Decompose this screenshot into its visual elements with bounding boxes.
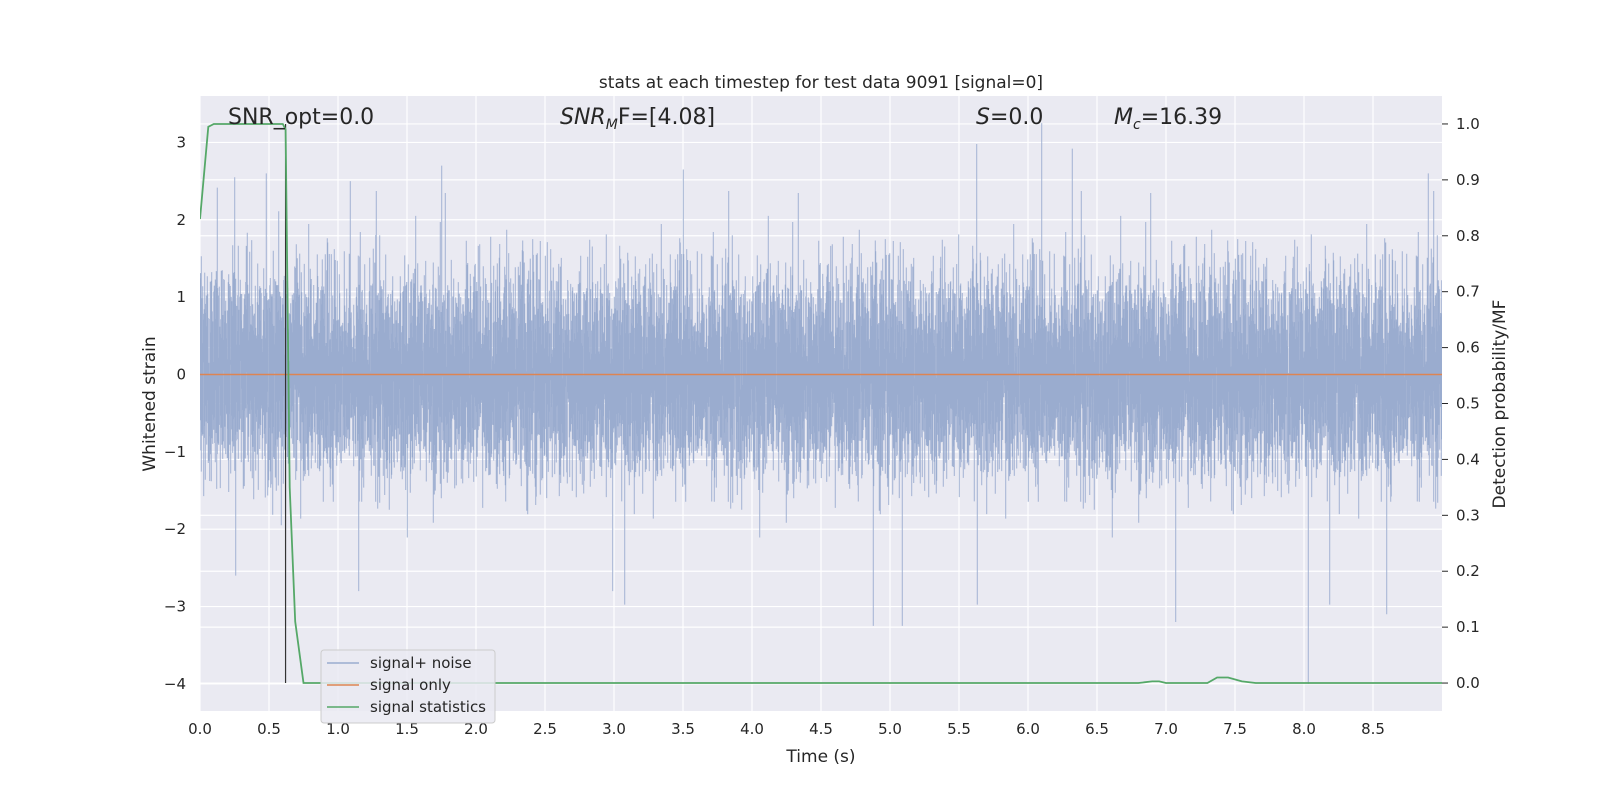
x-tick-label: 4.5 [809,720,833,738]
signal-noise-trace [200,123,1442,684]
x-tick-label: 7.5 [1223,720,1247,738]
y-axis-label: Whitened strain [140,336,160,471]
y-tick-label: 2 [176,211,186,229]
x-tick-label: 7.0 [1154,720,1178,738]
x-tick-label: 3.5 [671,720,695,738]
y-tick-label: 3 [176,133,186,151]
annotation-mc-subscript: c [1133,117,1141,133]
annotation-s-symbol: S [976,105,990,130]
x-tick-label: 3.0 [602,720,626,738]
x-tick-label: 8.5 [1361,720,1385,738]
y-tick-label: −2 [164,520,186,538]
y-right-tick-label: 0.9 [1456,171,1480,189]
y-right-tick-label: 0.8 [1456,227,1480,245]
y-right-tick-labels: 0.0 0.1 0.2 0.3 0.4 0.5 0.6 0.7 0.8 0.9 1.0 [1442,115,1480,692]
x-tick-label: 5.5 [947,720,971,738]
y-tick-label: 1 [176,288,186,306]
x-tick-labels: 0.0 0.5 1.0 1.5 2.0 2.5 3.0 3.5 4.0 4.5 5.0 5.5 6.0 6… [188,720,1385,738]
y-right-tick-label: 1.0 [1456,115,1480,133]
y-tick-label: 0 [176,365,186,383]
x-tick-label: 2.0 [464,720,488,738]
series-signal-noise [200,123,1442,684]
annotation-snr-opt: SNR_opt=0.0 [228,105,374,130]
y-right-tick-label: 0.6 [1456,339,1480,357]
annotation-s-value: =0.0 [990,105,1043,130]
y-right-tick-label: 0.4 [1456,450,1480,468]
x-tick-label: 1.5 [395,720,419,738]
signal-statistics-line [200,123,1442,684]
y-right-tick-label: 0.1 [1456,618,1480,636]
x-tick-label: 6.5 [1085,720,1109,738]
annotation-snr-mf-subscript: M [606,117,618,133]
legend-box [320,649,496,724]
legend: signal+ noise signal only signal statist… [320,649,496,724]
x-tick-label: 1.0 [326,720,350,738]
y-right-axis-label: Detection probability/MF [1490,300,1510,509]
annotation-snr-mf-value: F=[4.08] [618,105,715,130]
legend-label-signal-only: signal only [370,676,451,694]
y-tick-label: −3 [164,598,186,616]
series-signal-statistics [200,123,1442,684]
x-tick-label: 4.0 [740,720,764,738]
x-tick-label: 2.5 [533,720,557,738]
x-tick-label: 0.5 [257,720,281,738]
x-tick-label: 6.0 [1016,720,1040,738]
y-right-tick-label: 0.3 [1456,506,1480,524]
annotation-mc: Mc=16.39 [1114,105,1222,133]
y-right-tick-label: 0.0 [1456,674,1480,692]
y-right-tick-label: 0.7 [1456,283,1480,301]
chart-title: stats at each timestep for test data 909… [599,73,1043,93]
x-tick-label: 8.0 [1292,720,1316,738]
annotation-mc-value: =16.39 [1141,105,1222,130]
x-tick-label: 5.0 [878,720,902,738]
legend-label-signal-noise: signal+ noise [370,654,472,672]
annotation-mc-symbol: M [1114,105,1133,130]
x-tick-label: 0.0 [188,720,212,738]
y-right-tick-label: 0.2 [1456,562,1480,580]
annotation-snr-mf: SNRMF=[4.08] [560,105,715,133]
legend-label-signal-statistics: signal statistics [370,698,486,716]
y-tick-labels: −4 −3 −2 −1 0 1 2 3 [164,133,186,693]
annotation-s: S=0.0 [976,105,1043,130]
x-axis-label: Time (s) [785,747,855,767]
y-tick-label: −1 [164,443,186,461]
y-right-tick-label: 0.5 [1456,395,1480,413]
y-tick-label: −4 [164,675,186,693]
annotation-snr-mf-symbol: SNR [560,105,606,130]
